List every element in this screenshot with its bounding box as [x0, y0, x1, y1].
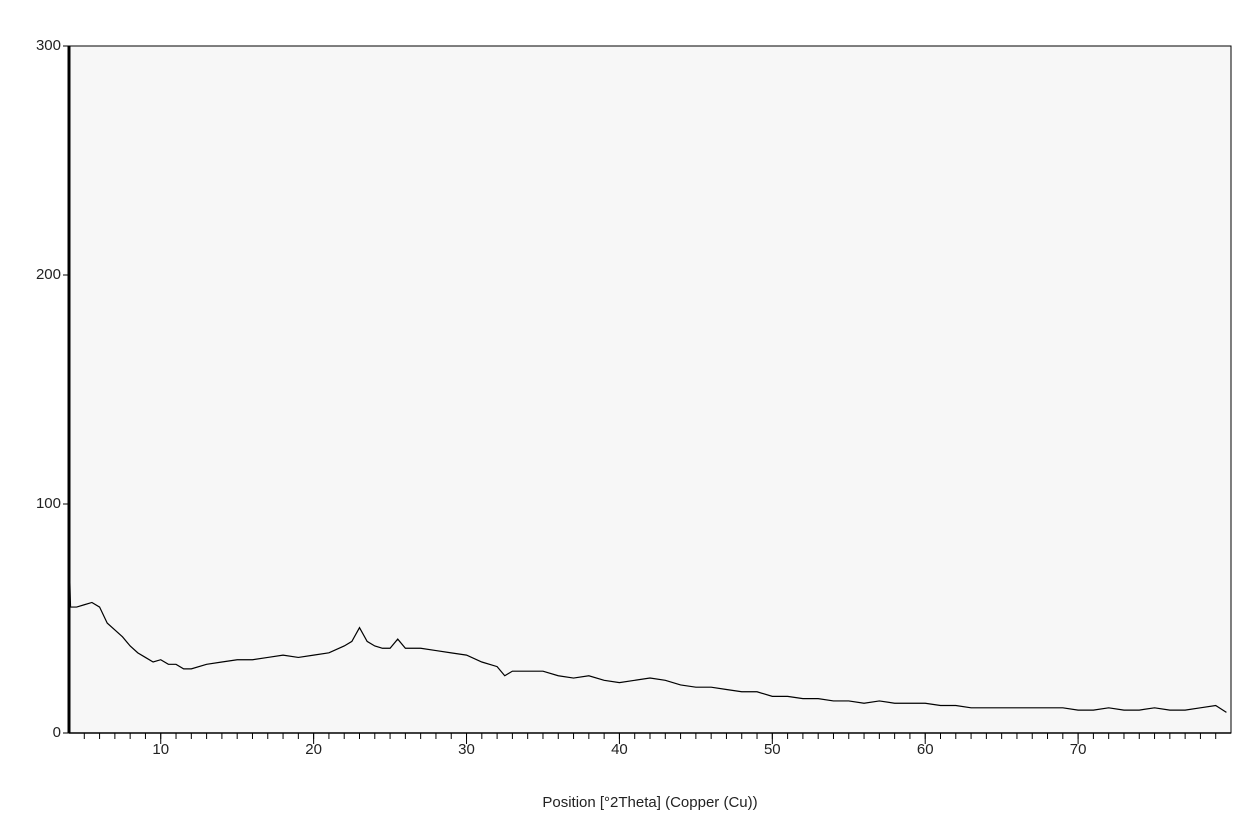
y-tick-label: 300 — [36, 37, 61, 54]
x-tick-label: 60 — [917, 741, 934, 758]
x-tick-label: 20 — [305, 741, 322, 758]
x-tick-label: 70 — [1070, 741, 1087, 758]
data-line — [68, 547, 1227, 713]
x-tick-label: 40 — [611, 741, 628, 758]
plot-area — [68, 45, 1232, 734]
x-tick-label: 10 — [152, 741, 169, 758]
y-tick-label: 100 — [36, 495, 61, 512]
x-axis-label: Position [°2Theta] (Copper (Cu)) — [542, 794, 757, 811]
x-tick-label: 30 — [458, 741, 475, 758]
y-tick-label: 200 — [36, 266, 61, 283]
y-tick-label: 0 — [53, 724, 61, 741]
x-tick-label: 50 — [764, 741, 781, 758]
